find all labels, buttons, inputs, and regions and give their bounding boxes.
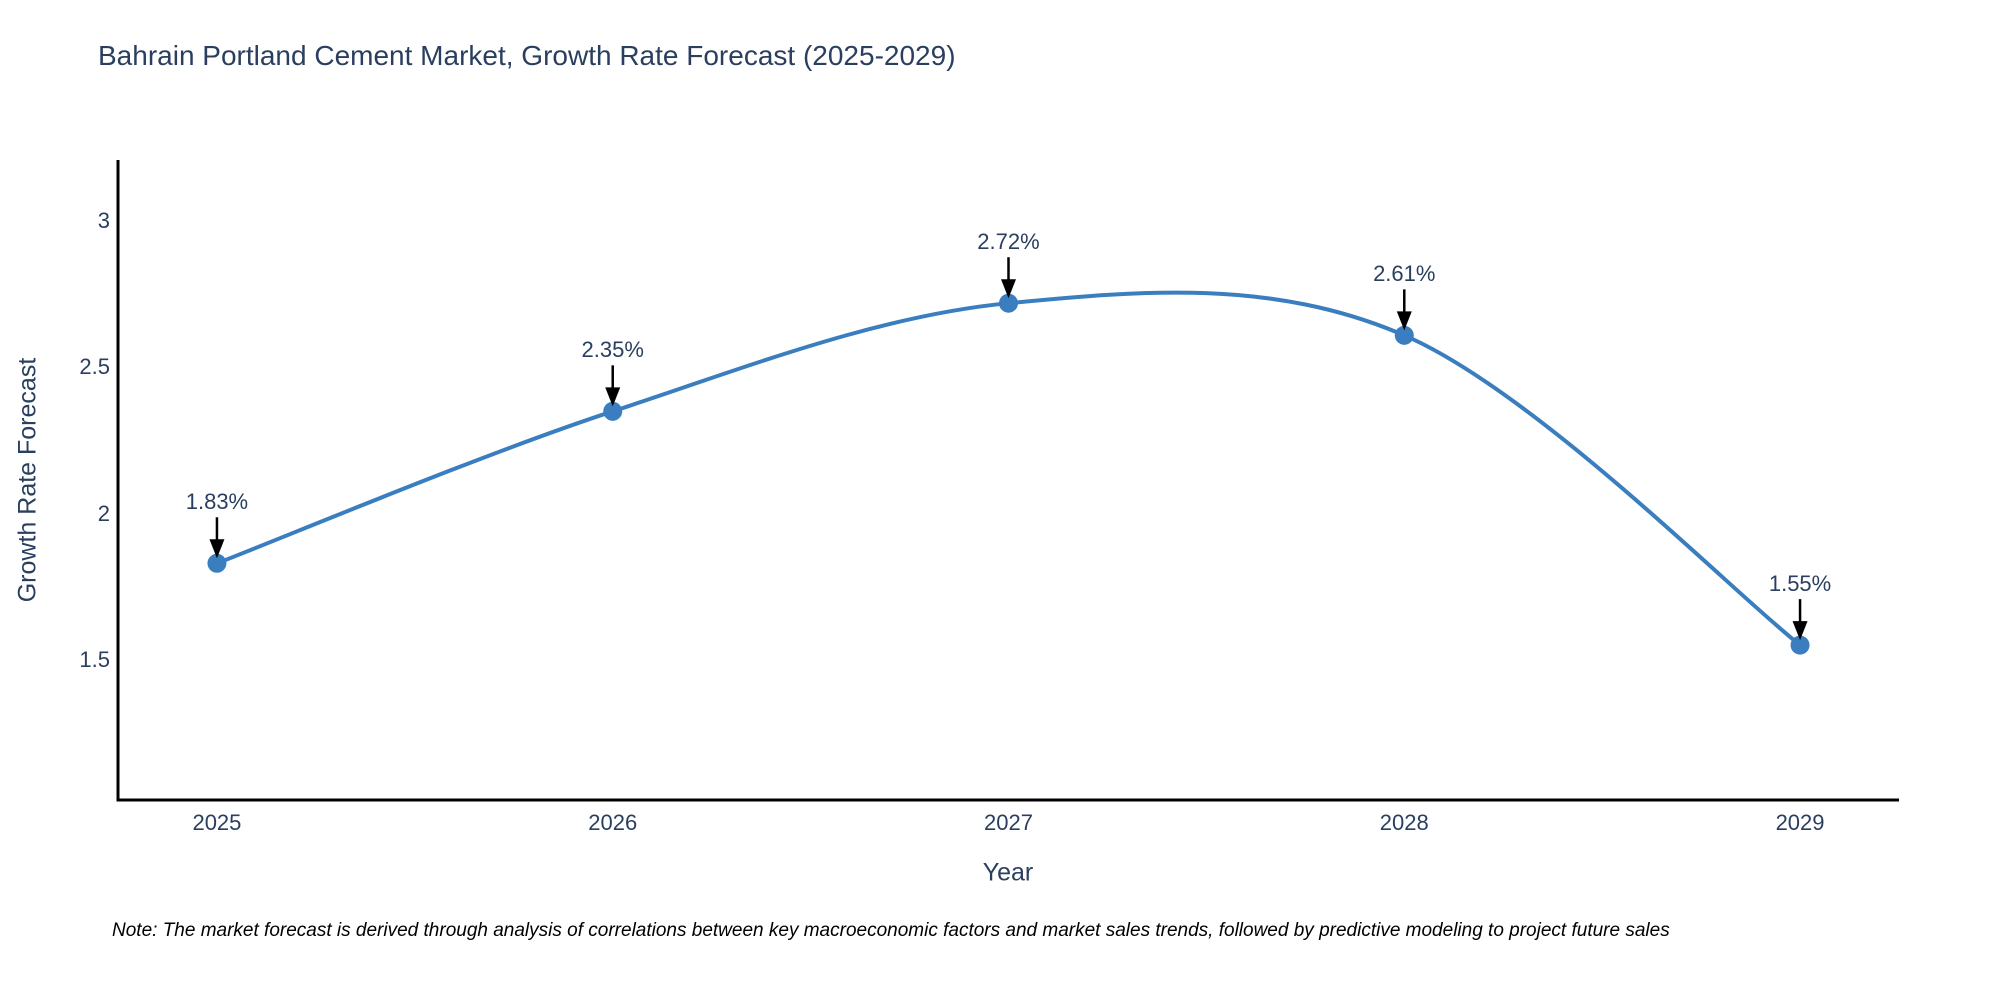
annotation-arrows bbox=[209, 257, 1808, 641]
annotation-arrow-head bbox=[1001, 279, 1016, 299]
y-tick-label: 1.5 bbox=[79, 646, 110, 672]
data-point-label: 1.83% bbox=[185, 489, 249, 515]
x-tick-label: 2025 bbox=[192, 810, 242, 835]
y-tick-label: 3 bbox=[97, 208, 110, 234]
y-tick-label: 2 bbox=[97, 500, 110, 526]
data-point-label: 2.72% bbox=[977, 229, 1040, 255]
annotation-arrow-head bbox=[209, 539, 225, 559]
data-point-marker bbox=[603, 401, 623, 421]
annotation-arrow-head bbox=[605, 387, 621, 407]
footnote: Note: The market forecast is derived thr… bbox=[112, 920, 1670, 941]
forecast-line bbox=[216, 290, 1802, 647]
data-point-marker bbox=[1394, 325, 1414, 345]
y-tick-label: 2.5 bbox=[79, 354, 110, 380]
line-series bbox=[207, 290, 1810, 655]
x-tick-label: 2027 bbox=[984, 810, 1033, 835]
data-point-label: 2.61% bbox=[1373, 261, 1436, 287]
annotation-arrow-head bbox=[1792, 621, 1808, 641]
data-point-label: 2.35% bbox=[581, 337, 644, 363]
x-axis-title: Year bbox=[982, 858, 1034, 887]
x-tick-label: 2026 bbox=[588, 810, 638, 835]
data-point-marker bbox=[207, 553, 227, 573]
data-point-label: 1.55% bbox=[1768, 571, 1832, 597]
y-axis-title: Growth Rate Forecast bbox=[13, 357, 42, 603]
x-tick-label: 2028 bbox=[1379, 810, 1429, 835]
data-point-marker bbox=[1790, 635, 1810, 655]
data-point-marker bbox=[999, 293, 1018, 313]
chart-title: Bahrain Portland Cement Market, Growth R… bbox=[98, 40, 956, 71]
axes-layer bbox=[116, 160, 1899, 802]
annotation-arrow-head bbox=[1396, 311, 1412, 331]
x-tick-label: 2029 bbox=[1775, 810, 1825, 835]
